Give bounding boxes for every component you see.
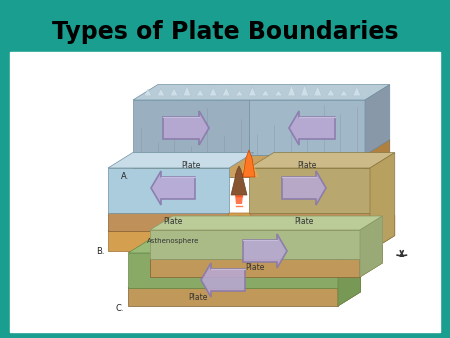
- Polygon shape: [150, 230, 360, 259]
- Polygon shape: [248, 87, 256, 96]
- Text: Types of Plate Boundaries: Types of Plate Boundaries: [52, 20, 398, 44]
- Polygon shape: [274, 91, 283, 96]
- Polygon shape: [133, 155, 365, 177]
- Text: Plate: Plate: [294, 217, 314, 226]
- Polygon shape: [150, 245, 382, 259]
- Text: C.: C.: [116, 304, 125, 313]
- Polygon shape: [108, 152, 254, 168]
- Polygon shape: [196, 90, 204, 96]
- Text: Plate: Plate: [245, 264, 265, 272]
- Polygon shape: [128, 274, 360, 288]
- Polygon shape: [338, 239, 360, 306]
- Polygon shape: [370, 152, 395, 251]
- Polygon shape: [301, 85, 309, 96]
- Polygon shape: [231, 166, 247, 195]
- Polygon shape: [243, 234, 287, 268]
- Polygon shape: [133, 140, 390, 155]
- Polygon shape: [235, 195, 243, 204]
- Polygon shape: [338, 274, 360, 306]
- Polygon shape: [261, 90, 270, 96]
- Polygon shape: [170, 88, 178, 96]
- Polygon shape: [249, 152, 395, 168]
- Polygon shape: [365, 140, 390, 177]
- Polygon shape: [314, 86, 322, 96]
- Polygon shape: [128, 253, 338, 288]
- Polygon shape: [144, 89, 152, 96]
- Bar: [10, 52, 440, 332]
- Polygon shape: [128, 288, 338, 306]
- Polygon shape: [360, 245, 382, 277]
- Polygon shape: [239, 153, 259, 177]
- Polygon shape: [282, 171, 326, 205]
- Polygon shape: [108, 213, 229, 231]
- Polygon shape: [365, 84, 390, 155]
- Polygon shape: [243, 150, 255, 177]
- Polygon shape: [340, 90, 348, 96]
- Polygon shape: [183, 86, 191, 96]
- Text: B.: B.: [96, 247, 104, 256]
- Polygon shape: [201, 263, 245, 297]
- Polygon shape: [150, 259, 360, 277]
- Polygon shape: [133, 84, 390, 100]
- Polygon shape: [108, 216, 395, 231]
- Polygon shape: [108, 168, 229, 213]
- Polygon shape: [370, 216, 395, 251]
- Polygon shape: [289, 111, 335, 145]
- Polygon shape: [151, 171, 195, 205]
- Polygon shape: [209, 88, 217, 96]
- Polygon shape: [128, 239, 360, 253]
- Polygon shape: [353, 87, 361, 96]
- Polygon shape: [222, 87, 230, 96]
- Polygon shape: [150, 216, 382, 230]
- Text: Plate: Plate: [188, 292, 208, 301]
- Polygon shape: [224, 213, 264, 231]
- Polygon shape: [360, 216, 382, 277]
- Polygon shape: [327, 89, 335, 96]
- Polygon shape: [108, 231, 370, 251]
- Text: Asthenosphere: Asthenosphere: [147, 238, 199, 244]
- Polygon shape: [157, 89, 165, 96]
- Text: A.: A.: [121, 172, 129, 181]
- Polygon shape: [249, 168, 370, 213]
- Polygon shape: [235, 173, 243, 193]
- Polygon shape: [235, 91, 243, 96]
- Text: Plate: Plate: [297, 162, 317, 170]
- Polygon shape: [249, 213, 370, 231]
- Polygon shape: [133, 100, 249, 155]
- Polygon shape: [249, 100, 365, 155]
- Text: Plate: Plate: [181, 162, 201, 170]
- Polygon shape: [288, 85, 296, 96]
- Polygon shape: [163, 111, 209, 145]
- Text: Plate: Plate: [163, 217, 183, 226]
